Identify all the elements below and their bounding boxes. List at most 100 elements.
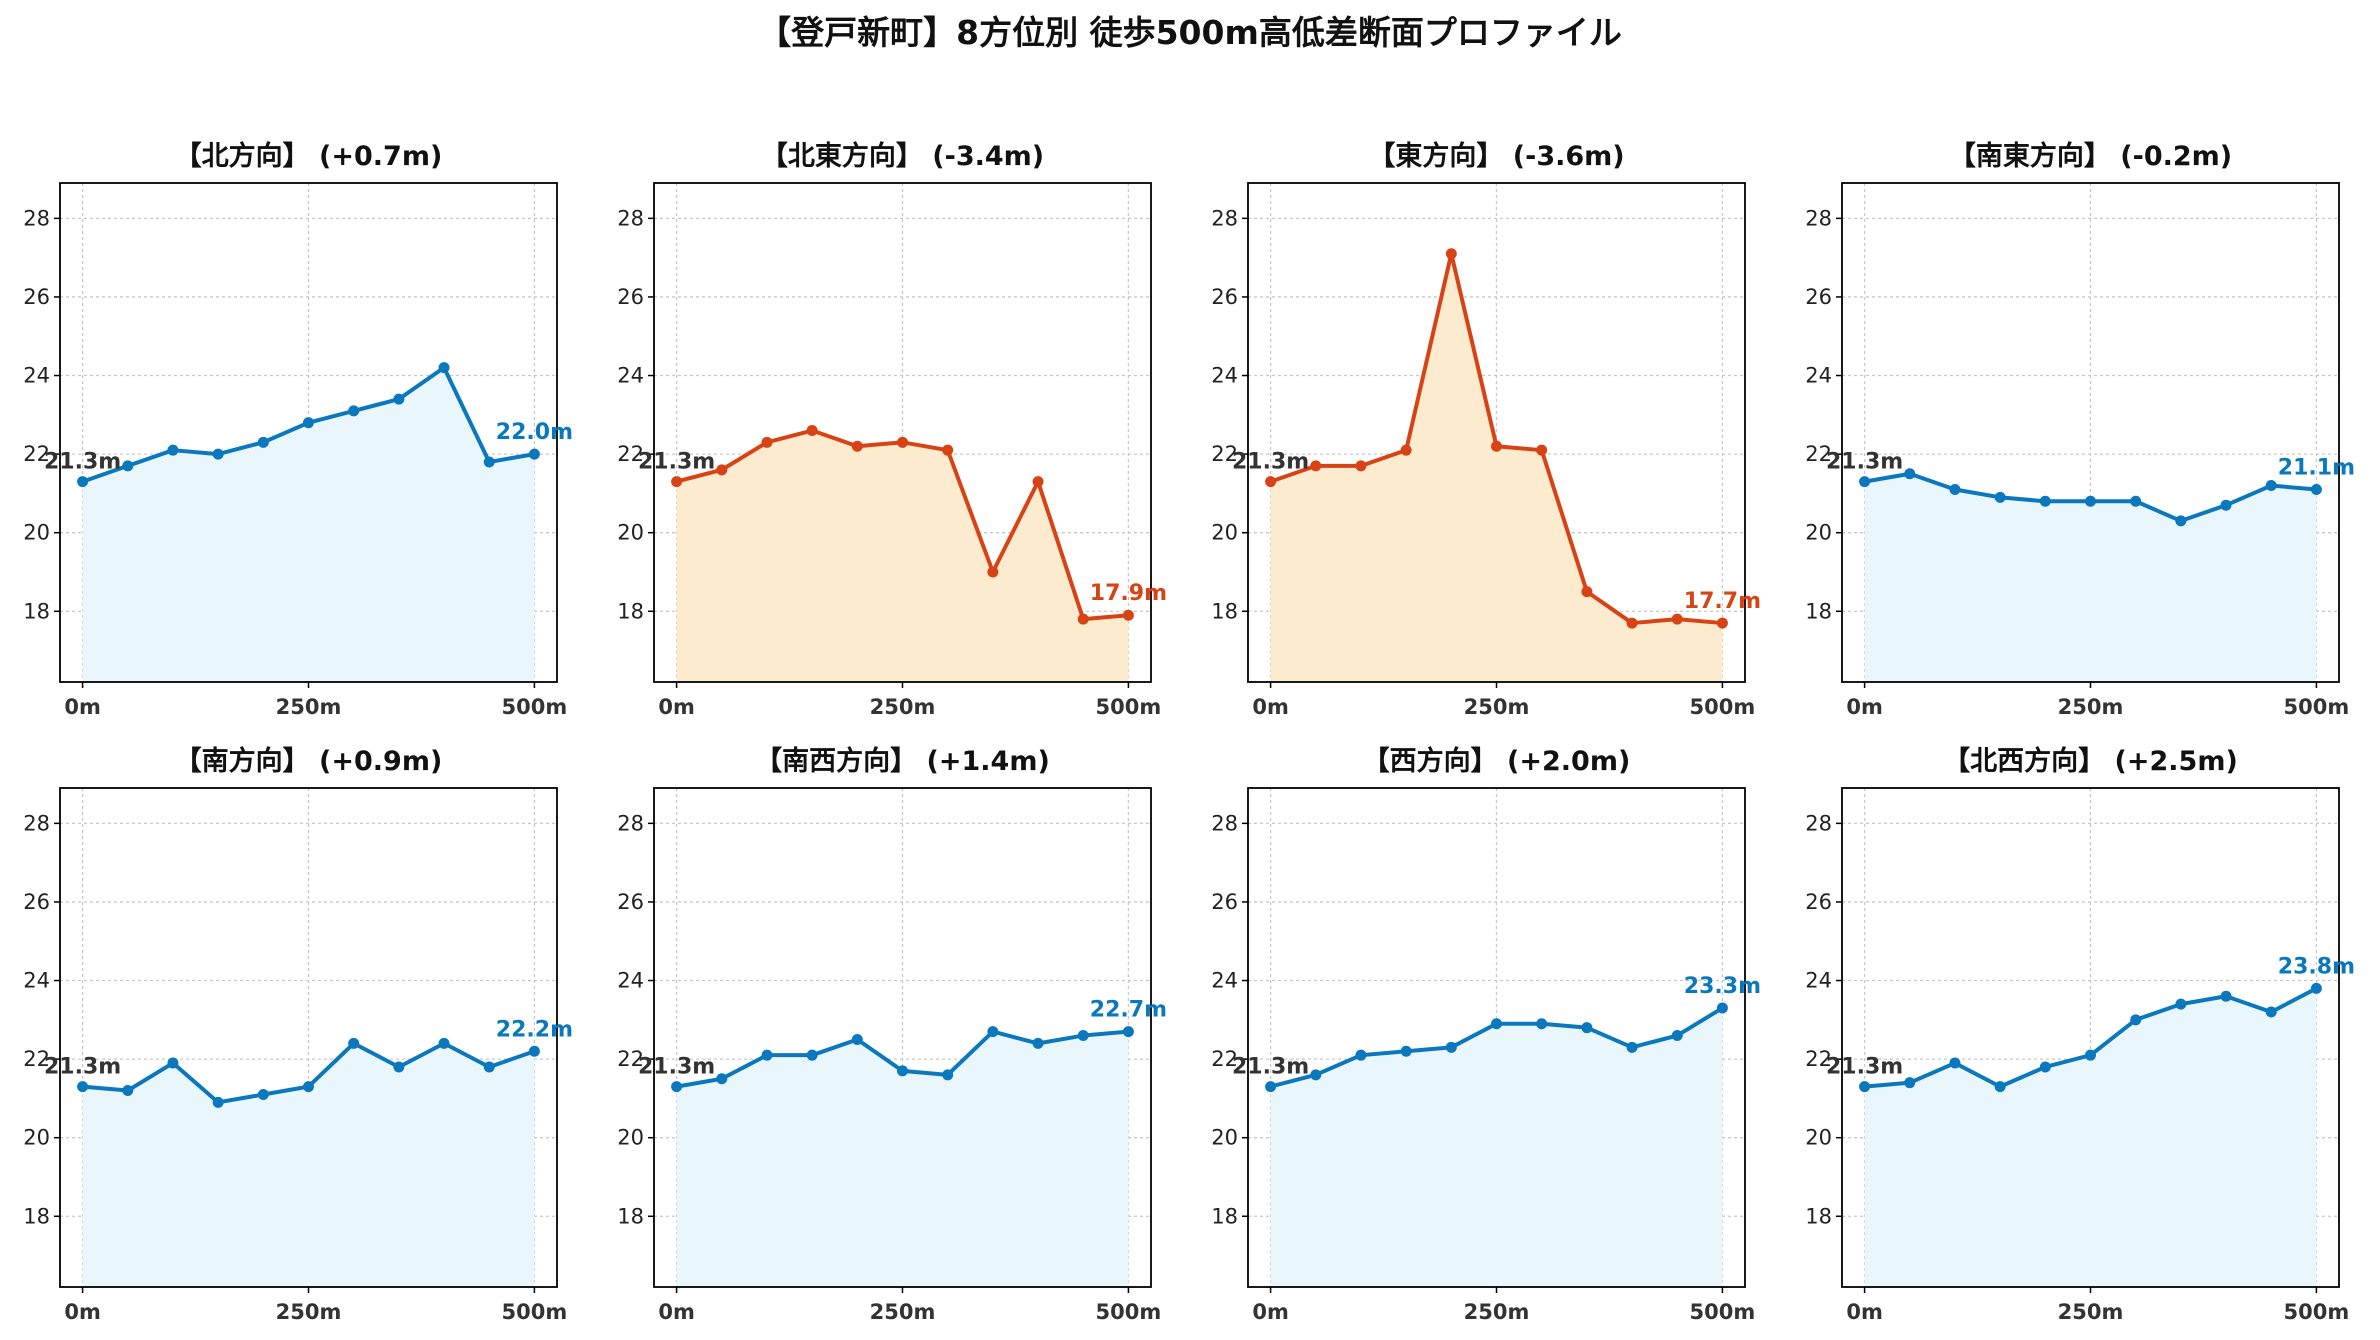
data-point bbox=[483, 456, 495, 468]
plot-frame bbox=[1247, 182, 1746, 683]
profile-panel: 【北東方向】 (-3.4m) 18 20 22 24 26 28 0m 250m 500m 21.3… bbox=[617, 140, 1167, 719]
x-tick-label: 0m bbox=[1846, 695, 1883, 719]
data-point bbox=[851, 1033, 863, 1045]
data-point bbox=[2039, 495, 2051, 507]
data-point bbox=[1671, 1030, 1683, 1042]
data-point bbox=[348, 405, 360, 417]
data-point bbox=[2220, 990, 2232, 1002]
x-tick-label: 250m bbox=[1464, 1300, 1530, 1324]
data-point bbox=[2310, 483, 2322, 495]
data-point bbox=[77, 1081, 89, 1093]
data-point bbox=[167, 444, 179, 456]
y-tick-label: 24 bbox=[617, 969, 644, 993]
data-point bbox=[987, 566, 999, 578]
x-tick-label: 500m bbox=[2284, 695, 2350, 719]
elevation-area bbox=[676, 1031, 1129, 1287]
y-tick-label: 18 bbox=[23, 1204, 50, 1228]
x-tick-label: 500m bbox=[1690, 1300, 1756, 1324]
panel-title: 【北西方向】 (+2.5m) bbox=[1943, 745, 2238, 777]
y-tick-label: 18 bbox=[1211, 1204, 1238, 1228]
panel-title: 【南方向】 (+0.9m) bbox=[175, 745, 443, 777]
y-tick-label: 18 bbox=[617, 1204, 644, 1228]
data-point bbox=[1355, 460, 1367, 472]
x-tick-label: 500m bbox=[502, 695, 568, 719]
data-point bbox=[1122, 609, 1134, 621]
data-point bbox=[897, 1065, 908, 1077]
data-point bbox=[438, 362, 450, 374]
start-elevation-label: 21.3m bbox=[1232, 1055, 1309, 1080]
data-point bbox=[1536, 1018, 1548, 1030]
plot-frame bbox=[1841, 787, 2340, 1288]
y-tick-label: 28 bbox=[1211, 811, 1238, 835]
y-tick-label: 22 bbox=[1805, 442, 1832, 466]
x-tick-label: 0m bbox=[1252, 1300, 1289, 1324]
data-point bbox=[1716, 617, 1728, 629]
elevation-area bbox=[1270, 1008, 1723, 1287]
y-tick-label: 26 bbox=[1211, 890, 1238, 914]
data-point bbox=[851, 440, 863, 452]
data-point bbox=[1077, 1030, 1089, 1042]
data-point bbox=[942, 1069, 954, 1081]
start-elevation-label: 21.3m bbox=[44, 450, 121, 475]
data-point bbox=[483, 1061, 495, 1073]
data-point bbox=[1904, 1077, 1916, 1089]
start-elevation-label: 21.3m bbox=[1826, 1055, 1903, 1080]
end-elevation-label: 17.7m bbox=[1684, 589, 1761, 614]
y-tick-label: 28 bbox=[23, 811, 50, 835]
elevation-area bbox=[676, 430, 1129, 682]
x-tick-label: 0m bbox=[1252, 695, 1289, 719]
data-point bbox=[1859, 1081, 1871, 1093]
data-point bbox=[1859, 476, 1871, 488]
y-tick-label: 20 bbox=[617, 1126, 644, 1150]
y-tick-label: 18 bbox=[1805, 1204, 1832, 1228]
data-point bbox=[1310, 460, 1322, 472]
data-point bbox=[212, 448, 224, 460]
y-tick-label: 24 bbox=[23, 364, 50, 388]
x-tick-label: 0m bbox=[64, 1300, 101, 1324]
data-point bbox=[1581, 1022, 1593, 1034]
x-tick-label: 500m bbox=[502, 1300, 568, 1324]
panel-title: 【北東方向】 (-3.4m) bbox=[761, 140, 1044, 172]
data-point bbox=[438, 1037, 450, 1049]
x-tick-label: 500m bbox=[1690, 695, 1756, 719]
data-point bbox=[528, 448, 540, 460]
x-tick-label: 500m bbox=[1096, 1300, 1162, 1324]
y-tick-label: 26 bbox=[617, 890, 644, 914]
y-tick-label: 22 bbox=[1211, 1047, 1238, 1071]
y-tick-label: 20 bbox=[1211, 1126, 1238, 1150]
y-tick-label: 22 bbox=[617, 1047, 644, 1071]
profile-panel: 【西方向】 (+2.0m) 18 20 22 24 26 28 0m 250m 500m 21.3m… bbox=[1211, 745, 1761, 1324]
data-point bbox=[1949, 483, 1961, 495]
profile-panel: 【南方向】 (+0.9m) 18 20 22 24 26 28 0m 250m 500m 21.3m… bbox=[23, 745, 573, 1324]
elevation-area bbox=[82, 1043, 535, 1287]
start-elevation-label: 21.3m bbox=[638, 1055, 715, 1080]
data-point bbox=[1994, 1081, 2006, 1093]
data-point bbox=[1491, 1018, 1502, 1030]
y-tick-label: 24 bbox=[1805, 364, 1832, 388]
data-point bbox=[257, 436, 269, 448]
plot-frame bbox=[1247, 787, 1746, 1288]
data-point bbox=[122, 460, 134, 472]
y-tick-label: 18 bbox=[1805, 599, 1832, 623]
data-point bbox=[942, 444, 954, 456]
y-tick-label: 20 bbox=[1805, 521, 1832, 545]
start-elevation-label: 21.3m bbox=[638, 450, 715, 475]
data-point bbox=[716, 1073, 728, 1085]
data-point bbox=[2085, 495, 2096, 507]
x-tick-label: 0m bbox=[658, 695, 695, 719]
y-tick-label: 22 bbox=[1805, 1047, 1832, 1071]
end-elevation-label: 21.1m bbox=[2278, 455, 2355, 480]
profile-panels: 【北方向】 (+0.7m) 18 20 22 24 26 28 0m 250m 500m 21.3m… bbox=[23, 140, 2355, 1324]
y-tick-label: 28 bbox=[1211, 206, 1238, 230]
y-tick-label: 26 bbox=[1805, 890, 1832, 914]
data-point bbox=[1994, 491, 2006, 503]
data-point bbox=[1077, 613, 1089, 625]
elevation-area bbox=[1864, 988, 2317, 1287]
profile-panel: 【北西方向】 (+2.5m) 18 20 22 24 26 28 0m 250m 500m 21.3… bbox=[1805, 745, 2355, 1324]
end-elevation-label: 23.8m bbox=[2278, 954, 2355, 979]
data-point bbox=[77, 476, 89, 488]
y-tick-label: 26 bbox=[1211, 285, 1238, 309]
data-point bbox=[393, 393, 405, 405]
y-tick-label: 24 bbox=[617, 364, 644, 388]
y-tick-label: 20 bbox=[617, 521, 644, 545]
